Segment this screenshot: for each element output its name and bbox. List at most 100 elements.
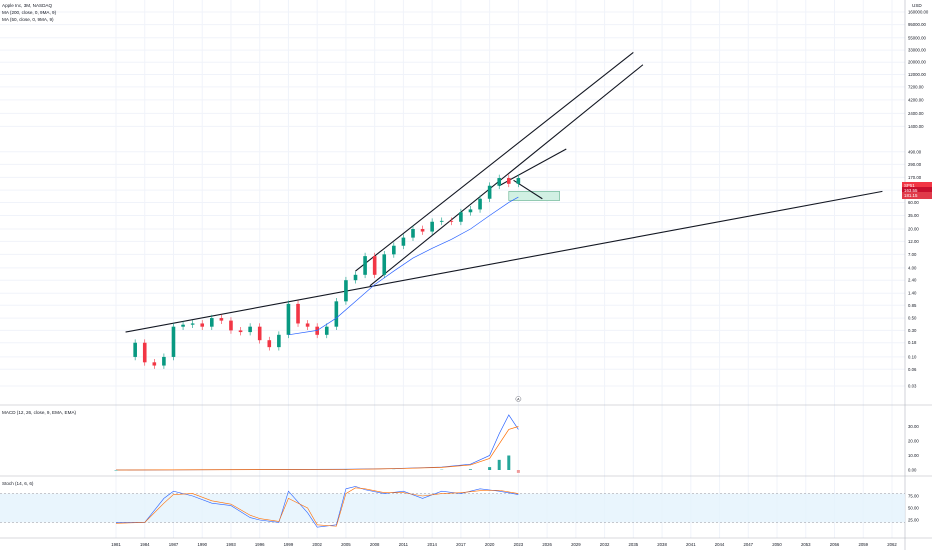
x-tick-label: 2056 [830, 542, 840, 547]
stoch-tick-label: 25.00 [908, 518, 919, 523]
x-tick-label: 2029 [571, 542, 581, 547]
macd-histogram-bar [497, 459, 501, 470]
candle-body [516, 178, 521, 184]
x-tick-label: 1981 [111, 542, 121, 547]
trendline [125, 190, 883, 333]
candle-body [411, 228, 415, 238]
y-tick-label: 0.50 [908, 316, 917, 321]
event-marker-icon [515, 396, 522, 402]
stoch-k-line [116, 486, 519, 528]
ma200-line [288, 196, 519, 336]
x-tick-label: 2014 [427, 542, 437, 547]
price-tag-label: SP51 [902, 182, 932, 189]
candle-body [142, 342, 147, 363]
y-tick-label: 33000.00 [908, 48, 927, 53]
candle-body [267, 340, 272, 348]
y-tick-label: 7.00 [908, 252, 917, 257]
x-tick-label: 2032 [600, 542, 610, 547]
candle-body [372, 256, 377, 275]
candle-body [162, 356, 166, 366]
price-tag-sub: 181.15 [902, 192, 932, 199]
x-tick-label: 2005 [341, 542, 351, 547]
y-tick-label: 0.30 [908, 328, 917, 333]
y-tick-label: 20000.00 [908, 60, 927, 65]
price-tag-value: 163.55 [902, 187, 932, 194]
x-tick-label: 2020 [485, 542, 495, 547]
x-tick-label: 1984 [140, 542, 150, 547]
macd-tick-label: 0.00 [908, 468, 917, 473]
candle-body [133, 342, 137, 357]
trendline [369, 64, 644, 287]
ma50-legend: MA (50, close, 0, 9MA, 9) [2, 17, 54, 22]
y-tick-label: 0.06 [908, 367, 917, 372]
candle-body [392, 245, 396, 255]
candle-body [296, 303, 300, 324]
candle-body [459, 212, 463, 222]
macd-histogram-bar [488, 467, 492, 470]
currency-label: USD [912, 3, 922, 8]
y-tick-label: 1.40 [908, 291, 917, 296]
y-tick-label: 170.00 [908, 175, 922, 180]
stoch-tick-label: 50.00 [908, 506, 919, 511]
y-tick-label: 490.00 [908, 149, 922, 154]
y-tick-label: 95000.00 [908, 22, 927, 27]
candle-body [506, 178, 511, 184]
symbol-legend: Apple Inc, 3M, NASDAQ [2, 3, 53, 8]
candle-body [257, 326, 262, 341]
event-marker-label: A [517, 398, 520, 402]
candle-body [286, 303, 291, 335]
macd-tick-label: 10.00 [908, 453, 919, 458]
x-tick-label: 2008 [370, 542, 380, 547]
y-tick-label: 20.00 [908, 226, 919, 231]
y-tick-label: 0.85 [908, 303, 917, 308]
x-tick-label: 2011 [399, 542, 409, 547]
x-tick-label: 2062 [887, 542, 897, 547]
candle-body [487, 185, 492, 199]
trendline [355, 51, 634, 272]
y-tick-label: 0.10 [908, 354, 917, 359]
candle-body [478, 198, 482, 210]
candle-body [363, 256, 367, 275]
x-tick-label: 2041 [686, 542, 696, 547]
y-tick-label: 12000.00 [908, 72, 927, 77]
y-tick-label: 1400.00 [908, 124, 924, 129]
candle-body [152, 362, 157, 366]
x-tick-label: 2002 [312, 542, 322, 547]
candle-body [468, 209, 473, 213]
macd-histogram-bar [516, 470, 520, 473]
x-tick-label: 1987 [169, 542, 179, 547]
stoch-band [0, 493, 905, 523]
candle-body [401, 237, 406, 246]
x-tick-label: 2026 [542, 542, 552, 547]
y-tick-label: 60.00 [908, 200, 919, 205]
candle-body [334, 301, 339, 327]
candle-body [353, 274, 358, 281]
x-tick-label: 2017 [456, 542, 466, 547]
candle-body [497, 178, 502, 186]
x-tick-label: 2053 [801, 542, 811, 547]
candle-body [439, 220, 444, 222]
x-tick-label: 1999 [284, 542, 294, 547]
x-tick-label: 1993 [226, 542, 236, 547]
ma200-legend: MA (200, close, 0, 9MA, 9) [2, 10, 57, 15]
x-tick-label: 2050 [772, 542, 782, 547]
macd-histogram-bar [507, 455, 511, 470]
candle-body [229, 320, 233, 331]
y-tick-label: 55000.00 [908, 35, 927, 40]
candle-body [420, 228, 425, 232]
y-tick-label: 2.40 [908, 278, 917, 283]
y-tick-label: 4.00 [908, 265, 917, 270]
stoch-legend: Stoch (14, 6, 6) [2, 481, 34, 486]
candle-body [190, 323, 195, 325]
macd-histogram-bar [468, 469, 472, 470]
candle-body [449, 220, 454, 222]
candle-body [277, 334, 281, 348]
x-tick-label: 2044 [715, 542, 725, 547]
y-tick-label: 160000.00 [908, 10, 929, 15]
candle-body [181, 324, 185, 327]
y-tick-label: 0.03 [908, 384, 917, 389]
candle-body [171, 326, 176, 357]
macd-tick-label: 30.00 [908, 424, 919, 429]
candle-body [305, 323, 310, 327]
